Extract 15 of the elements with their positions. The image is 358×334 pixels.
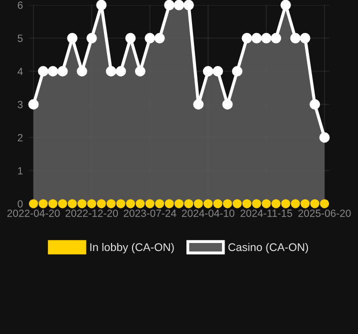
legend-label: In lobby (CA-ON): [90, 242, 174, 254]
legend-label: Casino (CA-ON): [228, 242, 308, 254]
y-tick-label: 2: [18, 134, 23, 142]
y-tick-label: 6: [18, 2, 23, 9]
y-tick-label: 4: [18, 68, 23, 76]
y-tick-label: 5: [18, 34, 23, 42]
x-tick-label: 2024-04-10: [182, 210, 234, 217]
y-tick-label: 3: [18, 100, 23, 108]
x-tick-label: 2024-11-15: [240, 210, 292, 217]
x-tick-label: 2022-04-20: [7, 210, 60, 217]
y-tick-label: 0: [18, 200, 23, 208]
x-tick-label: 2023-07-24: [124, 210, 176, 217]
y-tick-label: 1: [18, 167, 23, 174]
x-tick-label: 2025-06-20: [298, 210, 351, 217]
x-tick-label: 2022-12-20: [66, 210, 118, 217]
